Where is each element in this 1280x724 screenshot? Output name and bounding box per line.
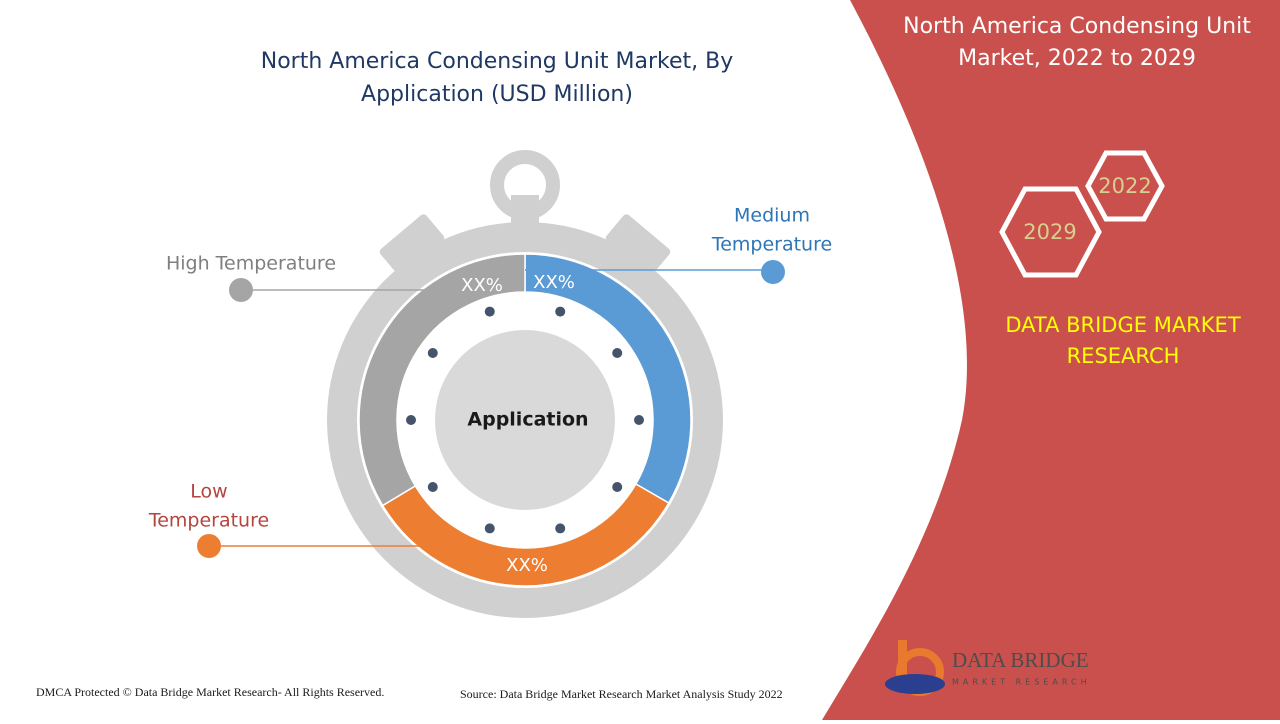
logo-mark bbox=[885, 674, 945, 694]
logo-tagline: MARKET RESEARCH bbox=[952, 678, 1091, 687]
segment-name: Low bbox=[190, 481, 227, 503]
callout-dot bbox=[229, 278, 253, 302]
segment-name: Temperature bbox=[148, 510, 269, 532]
callout-dot bbox=[761, 260, 785, 284]
segment-labels: XX% XX% XX% bbox=[461, 272, 575, 576]
dial-dot bbox=[612, 347, 623, 358]
panel-title: Market, 2022 to 2029 bbox=[958, 46, 1196, 71]
segment-label: XX% bbox=[533, 272, 575, 293]
year: 2022 bbox=[1098, 174, 1151, 198]
side-button bbox=[605, 214, 671, 276]
segment-label: XX% bbox=[506, 555, 548, 576]
year: 2029 bbox=[1023, 220, 1076, 244]
dial-dot bbox=[427, 482, 438, 493]
dial-dot bbox=[555, 306, 566, 317]
segment-name: High Temperature bbox=[166, 253, 336, 275]
logo-name: DATA BRIDGE bbox=[952, 648, 1089, 672]
source: Source: Data Bridge Market Research Mark… bbox=[460, 687, 783, 701]
dial-dot bbox=[427, 347, 438, 358]
logo: DATA BRIDGE MARKET RESEARCH bbox=[885, 640, 1091, 696]
panel-title: North America Condensing Unit bbox=[903, 14, 1251, 39]
dial-dot bbox=[634, 415, 644, 425]
dial-dot bbox=[555, 523, 566, 534]
segment-name: Temperature bbox=[711, 234, 832, 256]
title: North America Condensing Unit Market, By bbox=[261, 49, 733, 74]
dial-dot bbox=[406, 415, 416, 425]
segment-label: XX% bbox=[461, 275, 503, 296]
side-button bbox=[379, 214, 445, 276]
dial-dot bbox=[484, 523, 495, 534]
brand: DATA BRIDGE MARKET bbox=[1005, 313, 1240, 337]
dial-dot bbox=[612, 482, 623, 493]
hexagon bbox=[1085, 150, 1165, 222]
hexagon bbox=[999, 186, 1102, 278]
side-panel bbox=[822, 0, 1280, 720]
center-label: Application bbox=[467, 409, 588, 431]
segment-name: Medium bbox=[734, 205, 810, 227]
callout-dot bbox=[197, 534, 221, 558]
title: Application (USD Million) bbox=[361, 82, 633, 107]
brand: RESEARCH bbox=[1067, 344, 1180, 368]
center-disc bbox=[435, 330, 615, 510]
dial-dot bbox=[484, 306, 495, 317]
copyright: DMCA Protected © Data Bridge Market Rese… bbox=[36, 685, 384, 699]
dial-dots bbox=[406, 306, 644, 534]
